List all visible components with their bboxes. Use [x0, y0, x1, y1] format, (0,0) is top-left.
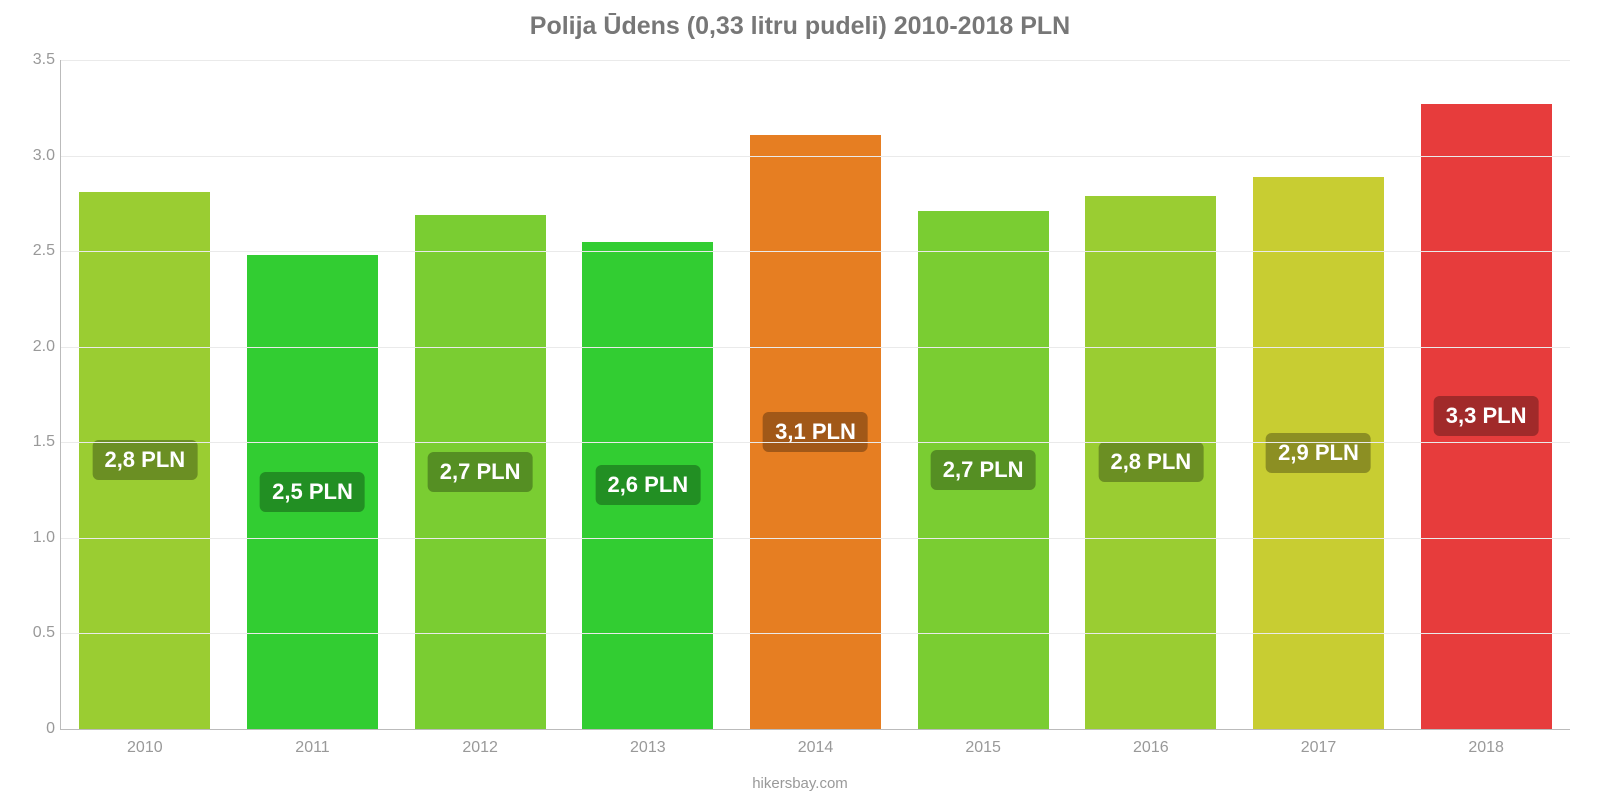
chart-area: 2,8 PLN 2,5 PLN 2,7 PLN 2,6 PLN 3,1 PLN 2,7 P…: [60, 60, 1570, 730]
gridline: [61, 156, 1570, 157]
bars-container: 2,8 PLN 2,5 PLN 2,7 PLN 2,6 PLN 3,1 PLN 2,7 P…: [61, 60, 1570, 729]
bar: 3,1 PLN: [750, 135, 881, 729]
bar-value-label: 2,7 PLN: [931, 450, 1036, 490]
chart-title: Polija Ūdens (0,33 litru pudeli) 2010-20…: [0, 0, 1600, 41]
x-axis-tick-label: 2013: [630, 739, 666, 757]
gridline: [61, 60, 1570, 61]
gridline: [61, 347, 1570, 348]
y-axis-tick-label: 0.5: [11, 624, 55, 642]
bar: 2,7 PLN: [918, 211, 1049, 729]
x-axis-tick-label: 2018: [1468, 739, 1504, 757]
bar-value-label: 2,6 PLN: [595, 465, 700, 505]
x-axis-tick-label: 2014: [798, 739, 834, 757]
y-axis-tick-label: 3.0: [11, 147, 55, 165]
bar: 2,5 PLN: [247, 255, 378, 729]
bar: 2,7 PLN: [415, 215, 546, 729]
gridline: [61, 442, 1570, 443]
bar-value-label: 2,9 PLN: [1266, 433, 1371, 473]
y-axis-tick-label: 1.5: [11, 433, 55, 451]
bar-value-label: 2,5 PLN: [260, 472, 365, 512]
bar: 2,6 PLN: [582, 242, 713, 729]
bar: 3,3 PLN: [1421, 104, 1552, 729]
bar-value-label: 3,1 PLN: [763, 412, 868, 452]
gridline: [61, 538, 1570, 539]
y-axis-tick-label: 0: [11, 720, 55, 738]
x-axis-tick-label: 2017: [1301, 739, 1337, 757]
bar: 2,9 PLN: [1253, 177, 1384, 729]
y-axis-tick-label: 2.5: [11, 242, 55, 260]
y-axis-tick-label: 1.0: [11, 529, 55, 547]
bar-value-label: 2,7 PLN: [428, 452, 533, 492]
x-axis-tick-label: 2012: [462, 739, 498, 757]
y-axis-tick-label: 2.0: [11, 338, 55, 356]
bar-value-label: 2,8 PLN: [92, 440, 197, 480]
x-axis-tick-label: 2010: [127, 739, 163, 757]
gridline: [61, 633, 1570, 634]
x-axis-tick-label: 2016: [1133, 739, 1169, 757]
x-axis-tick-label: 2011: [295, 739, 329, 757]
bar: 2,8 PLN: [79, 192, 210, 729]
attribution: hikersbay.com: [0, 775, 1600, 792]
y-axis-tick-label: 3.5: [11, 51, 55, 69]
gridline: [61, 251, 1570, 252]
bar-value-label: 2,8 PLN: [1098, 442, 1203, 482]
plot-region: 2,8 PLN 2,5 PLN 2,7 PLN 2,6 PLN 3,1 PLN 2,7 P…: [60, 60, 1570, 730]
x-axis-tick-label: 2015: [965, 739, 1001, 757]
bar-value-label: 3,3 PLN: [1434, 396, 1539, 436]
bar: 2,8 PLN: [1085, 196, 1216, 729]
